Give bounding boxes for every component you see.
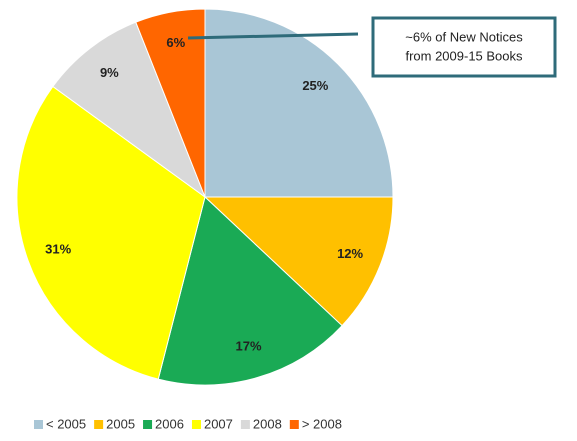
- annotation-text: ~6% of New Notices: [405, 29, 523, 44]
- value-label: 6%: [166, 35, 185, 50]
- pie-slice: [52, 21, 207, 199]
- legend-swatch: [34, 420, 43, 429]
- pie-slice: [135, 8, 206, 198]
- pie-slice: [204, 8, 394, 198]
- legend-swatch: [94, 420, 104, 429]
- value-label: 9%: [100, 65, 119, 80]
- legend-swatch: [191, 420, 201, 429]
- value-label: 17%: [236, 338, 262, 353]
- annotation-text: from 2009-15 Books: [405, 48, 523, 63]
- value-label: 12%: [337, 246, 363, 261]
- legend-label: 2007: [204, 416, 233, 431]
- legend-swatch: [289, 420, 299, 429]
- annotation-line: [187, 32, 359, 40]
- legend-label: 2005: [106, 416, 135, 431]
- value-label: 25%: [302, 78, 328, 93]
- value-label: 31%: [45, 241, 71, 256]
- pie-slice: [157, 196, 343, 386]
- legend-swatch: [240, 420, 250, 429]
- legend-label: 2008: [253, 416, 282, 431]
- legend-swatch: [143, 420, 153, 429]
- pie-slice: [16, 85, 206, 380]
- legend-label: > 2008: [302, 416, 342, 431]
- annotation-box: [371, 16, 557, 78]
- legend-label: < 2005: [46, 416, 86, 431]
- legend-label: 2006: [155, 416, 184, 431]
- pie-slice: [203, 196, 394, 327]
